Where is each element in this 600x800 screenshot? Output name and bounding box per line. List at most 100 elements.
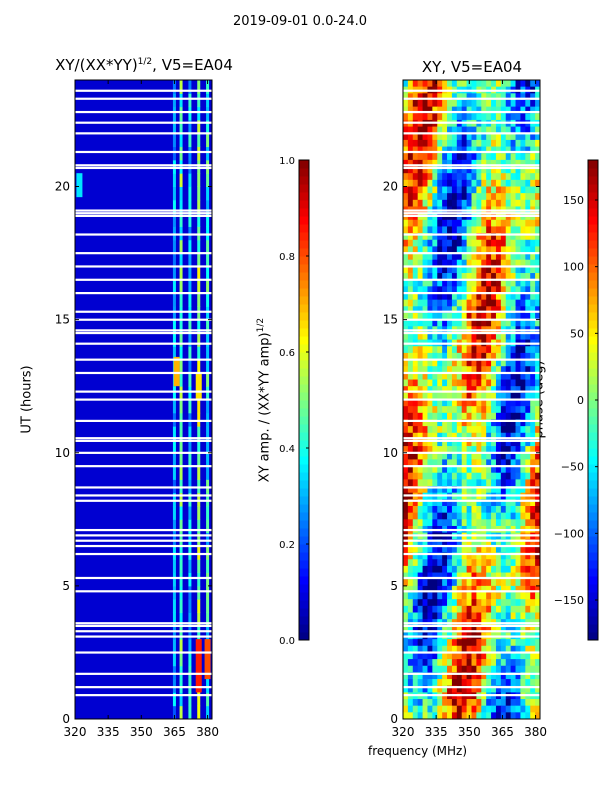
amp-channel-cell xyxy=(197,226,201,241)
phase-cell xyxy=(422,113,428,121)
phase-cell xyxy=(437,126,443,134)
phase-cell xyxy=(447,106,453,114)
phase-cell xyxy=(520,279,526,287)
phase-cell xyxy=(407,599,414,607)
phase-cell xyxy=(535,446,541,454)
phase-cell xyxy=(432,332,438,340)
amp-colorbar-gradient-step xyxy=(299,512,309,521)
amp-channel-cell xyxy=(206,93,210,108)
phase-cell xyxy=(476,273,482,281)
phase-cell xyxy=(491,379,497,387)
phase-cell xyxy=(422,545,428,553)
phase-cell xyxy=(500,605,507,613)
phase-cell xyxy=(500,399,507,407)
phase-cell xyxy=(476,372,482,380)
amp-channel-cell xyxy=(172,705,176,720)
phase-cell xyxy=(505,705,512,713)
phase-cell xyxy=(481,139,487,147)
phase-cell xyxy=(476,625,482,633)
phase-cell xyxy=(500,113,507,121)
phase-cell xyxy=(442,452,448,460)
phase-cell xyxy=(481,519,487,527)
phase-cell xyxy=(510,186,516,194)
phase-cell xyxy=(510,126,516,134)
phase-cell xyxy=(432,499,438,507)
phase-cell xyxy=(461,266,468,274)
phase-cell xyxy=(417,372,423,380)
phase-cell xyxy=(495,352,502,360)
phase-cell xyxy=(412,239,419,247)
phase-cell xyxy=(530,99,536,108)
amp-colorbar-gradient-step xyxy=(299,160,309,169)
phase-cell xyxy=(525,466,531,474)
phase-cell xyxy=(451,426,458,434)
phase-cell xyxy=(520,452,526,460)
amp-channel-cell xyxy=(172,279,176,294)
phase-cell xyxy=(451,679,458,687)
phase-cell xyxy=(515,645,521,653)
phase-cell xyxy=(427,359,433,367)
phase-cell xyxy=(437,179,443,187)
phase-cell xyxy=(407,253,414,261)
phase-data-gap xyxy=(403,292,540,295)
phase-cell xyxy=(442,519,448,527)
phase-cell xyxy=(403,452,409,460)
phase-cell xyxy=(456,293,463,301)
phase-cell xyxy=(491,219,497,227)
phase-cell xyxy=(456,499,463,507)
phase-cell xyxy=(451,273,458,281)
phase-cell xyxy=(442,379,448,387)
phase-cell xyxy=(442,652,448,660)
amp-channel-cell xyxy=(197,466,201,480)
phase-cell xyxy=(486,439,492,447)
phase-cell xyxy=(486,186,492,194)
phase-cell xyxy=(461,126,468,134)
phase-cell xyxy=(530,179,536,187)
phase-cell xyxy=(461,512,468,520)
phase-colorbar-gradient-step xyxy=(588,536,598,545)
phase-data-gap xyxy=(403,252,540,255)
amp-colorbar-gradient-step xyxy=(299,608,309,617)
phase-cell xyxy=(447,472,453,480)
phase-cell xyxy=(476,226,482,234)
phase-cell xyxy=(442,179,448,187)
phase-cell xyxy=(525,665,531,673)
phase-cell xyxy=(432,565,438,573)
phase-cell xyxy=(437,665,443,673)
phase-cell xyxy=(417,665,423,673)
phase-cell xyxy=(530,466,536,474)
phase-cell xyxy=(500,486,507,494)
phase-cell xyxy=(442,173,448,181)
amp-channel-cell xyxy=(206,106,210,121)
amp-data-gap xyxy=(75,212,212,215)
phase-cell xyxy=(412,459,419,467)
phase-cell xyxy=(466,552,472,560)
phase-cell xyxy=(520,259,526,267)
phase-cell xyxy=(500,579,507,587)
phase-cell xyxy=(407,352,414,360)
phase-cell xyxy=(510,466,516,474)
phase-cell xyxy=(491,319,497,327)
phase-cell xyxy=(471,99,477,108)
phase-cell xyxy=(471,665,477,673)
phase-cell xyxy=(447,93,453,101)
phase-cell xyxy=(471,585,477,593)
phase-cell xyxy=(466,406,472,414)
amp-channel-cell xyxy=(172,545,176,560)
phase-cell xyxy=(510,139,516,147)
phase-cell xyxy=(515,179,521,187)
phase-cell xyxy=(495,179,502,187)
phase-colorbar-tick-label: 150 xyxy=(563,194,584,207)
phase-cell xyxy=(491,166,497,174)
phase-cell xyxy=(427,366,433,374)
phase-cell xyxy=(427,672,433,680)
phase-cell xyxy=(422,506,428,514)
phase-cell xyxy=(530,585,536,593)
phase-cell xyxy=(412,299,419,307)
phase-cell xyxy=(422,166,428,174)
phase-cell xyxy=(515,139,521,147)
amp-colorbar-gradient-step xyxy=(299,440,309,449)
phase-cell xyxy=(495,572,502,580)
amp-channel-cell xyxy=(188,572,192,587)
phase-cell xyxy=(417,246,423,254)
